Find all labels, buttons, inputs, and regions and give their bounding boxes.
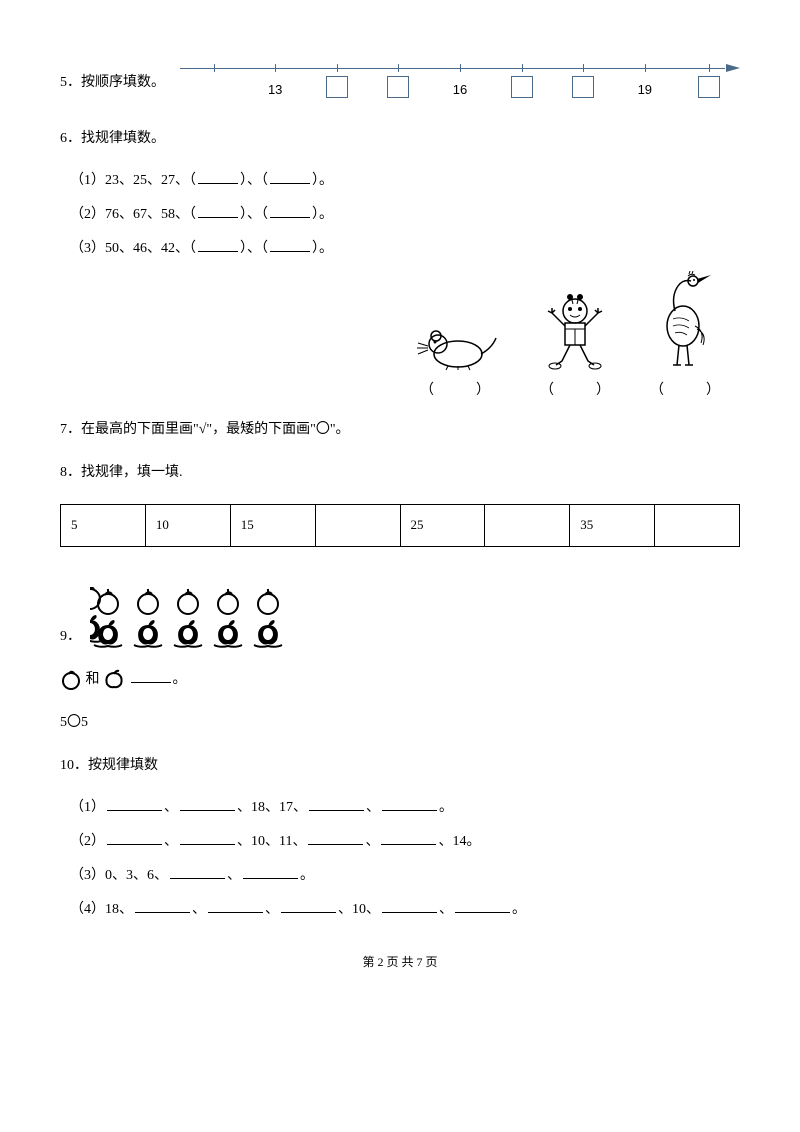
line-box[interactable] [511,76,533,98]
question-8: 8．找规律，填一填. [60,460,740,485]
q10-sub3: （3）0、3、6、、。 [70,864,740,884]
q5-label: 5．按顺序填数。 [60,70,165,95]
sequence-table: 51015 25 35 [60,504,740,547]
question-7: 7．在最高的下面里画"√"，最矮的下面画"〇"。 [60,417,740,442]
seq-cell[interactable] [315,504,400,546]
seq-cell[interactable] [485,504,570,546]
line-label: 16 [453,78,467,101]
seq-cell: 25 [400,504,485,546]
fill-blank[interactable] [198,170,238,184]
seq-cell: 5 [61,504,146,546]
seq-cell: 15 [230,504,315,546]
seq-cell: 10 [145,504,230,546]
line-box[interactable] [572,76,594,98]
number-line: 13 16 19 [180,58,740,108]
apple-small-icon [60,668,82,690]
fill-blank[interactable] [270,238,310,252]
compare-row: （ ） （ ） [60,271,720,399]
seq-cell: 35 [570,504,655,546]
compare-crane: （ ） [650,271,720,399]
q9-blank[interactable] [131,669,171,683]
compare-mouse: （ ） [410,296,500,399]
question-9: 9． [60,587,740,649]
question-10: 10．按规律填数 [60,753,740,778]
fill-blank[interactable] [198,204,238,218]
line-box[interactable] [326,76,348,98]
line-label: 13 [268,78,282,101]
paren-1[interactable]: （ ） [410,379,500,399]
q10-sub2: （2）、、10、11、、、14。 [70,830,740,850]
question-6: 6．找规律填数。 [60,126,740,151]
compare-child: （ ） [540,296,610,399]
q6-sub: （1）23、25、27、（）、（）。 [70,169,740,189]
crane-icon [653,271,718,371]
paren-3[interactable]: （ ） [650,379,720,399]
question-5: 5．按顺序填数。 13 16 19 [60,58,740,108]
q6-sub: （3）50、46、42、（）、（）。 [70,237,740,257]
q9-period: 。 [173,672,187,687]
q10-sub4: （4）18、、、、10、、。 [70,898,740,918]
fill-blank[interactable] [198,238,238,252]
child-icon [540,293,610,371]
paren-2[interactable]: （ ） [540,379,610,399]
q10-sub1: （1）、、18、17、、。 [70,796,740,816]
q9-line2: 和 。 [60,667,740,692]
peach-small-icon [103,668,125,690]
page-footer: 第 2 页 共 7 页 [60,953,740,970]
q6-sub: （2）76、67、58、（）、（）。 [70,203,740,223]
line-label: 19 [638,78,652,101]
seq-cell[interactable] [655,504,740,546]
line-box[interactable] [698,76,720,98]
mouse-icon [410,326,500,371]
q9-line3: 5〇5 [60,710,740,735]
fruit-pairs-icon [90,587,290,649]
line-box[interactable] [387,76,409,98]
fill-blank[interactable] [270,170,310,184]
q9-and-text: 和 [86,672,100,687]
fill-blank[interactable] [270,204,310,218]
